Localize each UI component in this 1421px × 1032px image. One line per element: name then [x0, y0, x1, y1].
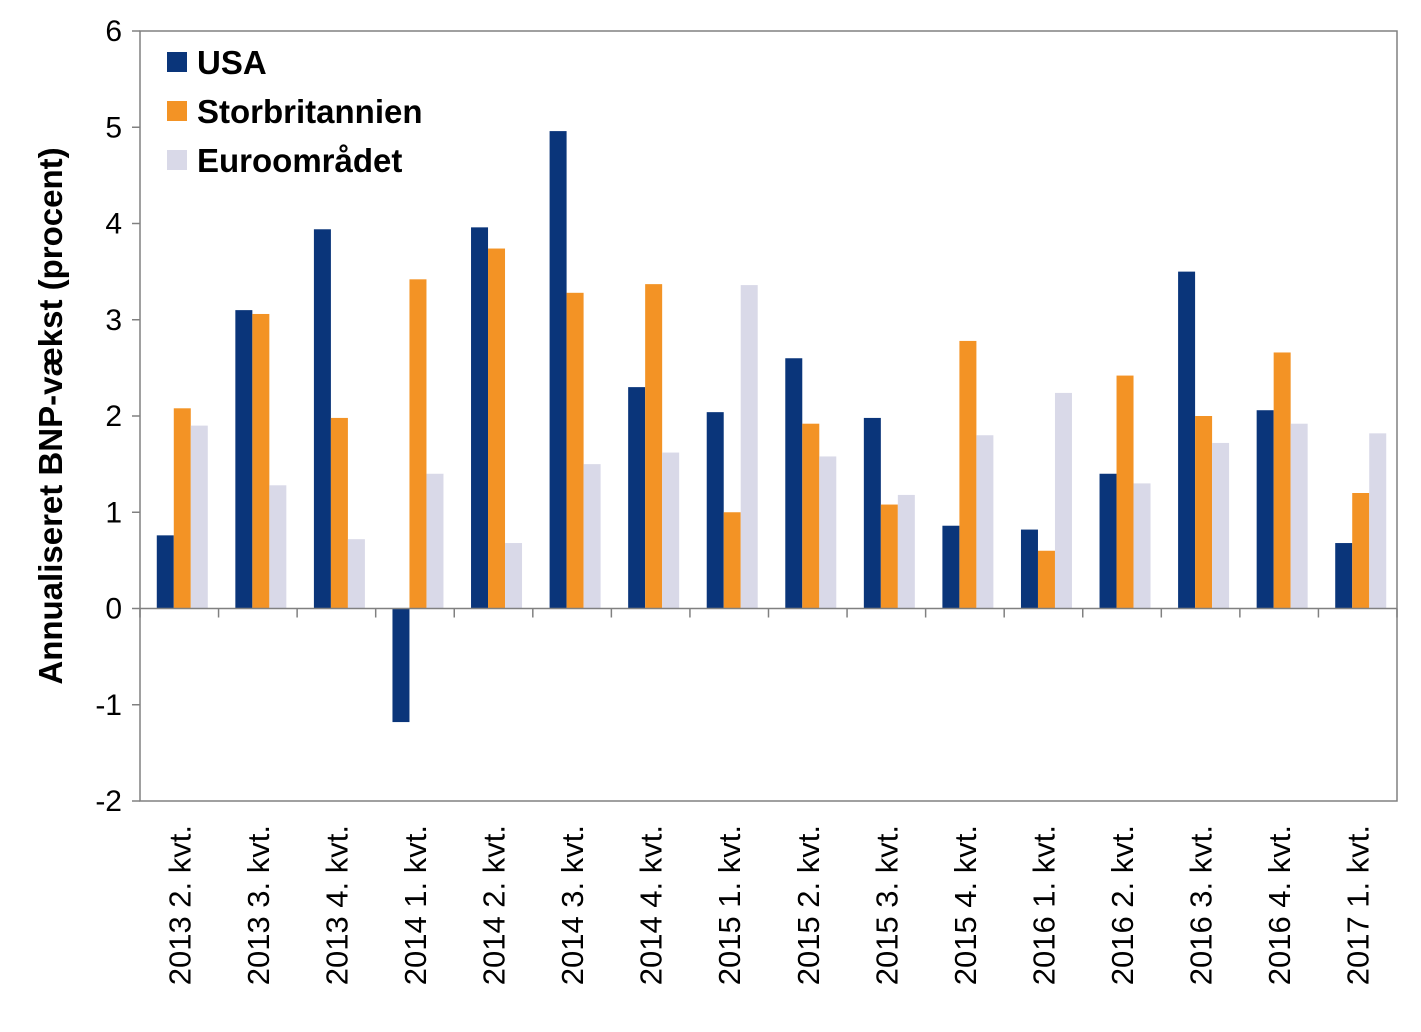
bar-storbritannien-7: [723, 512, 741, 609]
x-tick-label: 2014 2. kvt.: [477, 825, 512, 985]
y-tick-label: 6: [105, 15, 122, 48]
x-tick-label: 2016 1. kvt.: [1026, 825, 1061, 985]
y-tick-label: 3: [105, 304, 122, 337]
bar-storbritannien-2: [330, 417, 348, 609]
bar-storbritannien-12: [1116, 375, 1134, 609]
legend-label: Euroområdet: [197, 142, 402, 179]
legend-swatch: [167, 150, 187, 170]
bar-euroomr-det-6: [662, 452, 680, 609]
bar-euroomr-det-0: [190, 425, 208, 609]
x-tick-label: 2013 4. kvt.: [319, 825, 354, 985]
bar-euroomr-det-2: [347, 539, 365, 609]
legend-swatch: [167, 52, 187, 72]
bar-storbritannien-3: [409, 279, 427, 609]
bar-euroomr-det-7: [740, 285, 758, 609]
x-tick-label: 2016 3. kvt.: [1184, 825, 1219, 985]
x-tick-label: 2017 1. kvt.: [1341, 825, 1376, 985]
x-tick-label: 2016 4. kvt.: [1262, 825, 1297, 985]
x-tick-label: 2015 3. kvt.: [869, 825, 904, 985]
y-tick-label: 5: [105, 111, 122, 144]
bar-storbritannien-0: [173, 408, 191, 609]
y-tick-label: -1: [95, 689, 122, 722]
bar-euroomr-det-9: [897, 494, 915, 609]
bar-usa-10: [942, 525, 960, 609]
bar-usa-0: [156, 535, 174, 609]
bar-storbritannien-1: [252, 313, 270, 609]
bar-usa-7: [706, 412, 724, 609]
y-tick-label: 4: [105, 208, 122, 241]
x-tick-label: 2015 4. kvt.: [948, 825, 983, 985]
bar-usa-11: [1020, 529, 1038, 609]
bar-storbritannien-10: [959, 340, 977, 609]
legend: USA Storbritannien Euroområdet: [167, 44, 423, 179]
x-axis: 2013 2. kvt. 2013 3. kvt. 2013 4. kvt. 2014…: [139, 607, 1398, 985]
bar-usa-15: [1335, 543, 1353, 609]
bar-usa-12: [1099, 473, 1117, 609]
bar-euroomr-det-15: [1369, 433, 1387, 609]
bar-euroomr-det-11: [1054, 392, 1072, 609]
bar-storbritannien-13: [1195, 416, 1213, 609]
bar-storbritannien-5: [566, 292, 584, 609]
bar-euroomr-det-8: [819, 456, 837, 609]
bar-euroomr-det-1: [269, 485, 287, 609]
bar-storbritannien-4: [488, 248, 506, 609]
y-tick-label: -2: [95, 785, 122, 818]
bar-storbritannien-15: [1352, 493, 1370, 609]
bar-storbritannien-9: [880, 504, 898, 609]
bar-usa-9: [863, 417, 881, 609]
bar-storbritannien-14: [1273, 352, 1291, 609]
y-axis: -2 -1 0 1 2 3 4 5 6: [95, 15, 140, 818]
y-tick-label: 1: [105, 496, 122, 529]
bar-euroomr-det-4: [505, 543, 523, 609]
y-tick-label: 2: [105, 400, 122, 433]
bar-usa-6: [628, 387, 646, 609]
legend-label: USA: [197, 44, 267, 81]
bar-storbritannien-8: [802, 423, 820, 609]
x-tick-label: 2014 1. kvt.: [398, 825, 433, 985]
y-axis-title: Annualiseret BNP-vækst (procent): [32, 147, 69, 684]
bar-euroomr-det-10: [976, 435, 994, 609]
x-tick-label: 2016 2. kvt.: [1105, 825, 1140, 985]
bar-usa-13: [1178, 271, 1196, 609]
bar-storbritannien-11: [1037, 550, 1055, 609]
y-tick-label: 0: [105, 593, 122, 626]
bar-usa-5: [549, 131, 567, 609]
x-tick-label: 2014 4. kvt.: [634, 825, 669, 985]
legend-swatch: [167, 101, 187, 121]
bar-usa-8: [785, 358, 803, 609]
bar-usa-4: [471, 227, 489, 609]
bar-euroomr-det-5: [583, 464, 601, 609]
legend-label: Storbritannien: [197, 93, 423, 130]
bar-usa-3: [392, 608, 410, 723]
bars-group: [156, 131, 1387, 723]
bar-euroomr-det-14: [1290, 423, 1308, 609]
bar-usa-1: [235, 310, 253, 609]
bar-euroomr-det-12: [1133, 483, 1151, 609]
bar-euroomr-det-3: [426, 473, 444, 609]
bar-euroomr-det-13: [1212, 442, 1230, 609]
x-tick-label: 2015 1. kvt.: [712, 825, 747, 985]
bar-usa-2: [313, 229, 331, 609]
x-tick-label: 2013 3. kvt.: [241, 825, 276, 985]
x-tick-label: 2014 3. kvt.: [555, 825, 590, 985]
x-tick-label: 2015 2. kvt.: [791, 825, 826, 985]
bar-storbritannien-6: [645, 284, 663, 609]
bar-usa-14: [1256, 410, 1274, 609]
x-tick-label: 2013 2. kvt.: [162, 825, 197, 985]
